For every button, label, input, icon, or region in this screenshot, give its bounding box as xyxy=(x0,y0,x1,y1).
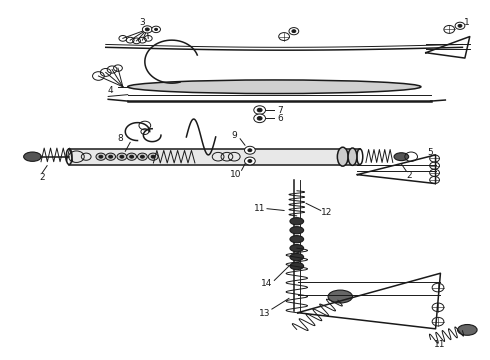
Text: 11: 11 xyxy=(254,204,266,213)
Circle shape xyxy=(138,153,147,160)
Circle shape xyxy=(143,26,152,33)
Text: 9: 9 xyxy=(231,131,237,140)
Ellipse shape xyxy=(328,290,352,303)
Circle shape xyxy=(245,146,255,154)
Circle shape xyxy=(148,153,158,160)
Ellipse shape xyxy=(337,147,348,166)
Circle shape xyxy=(141,155,145,158)
Circle shape xyxy=(99,155,103,158)
Circle shape xyxy=(152,26,160,33)
Circle shape xyxy=(106,153,116,160)
Circle shape xyxy=(109,155,113,158)
Circle shape xyxy=(146,28,149,31)
Ellipse shape xyxy=(290,253,304,261)
Ellipse shape xyxy=(290,218,304,225)
Text: 7: 7 xyxy=(277,105,283,114)
Text: 8: 8 xyxy=(118,134,123,143)
Circle shape xyxy=(254,106,266,114)
Circle shape xyxy=(151,155,155,158)
Circle shape xyxy=(130,155,134,158)
Ellipse shape xyxy=(394,153,409,161)
Text: 6: 6 xyxy=(277,114,283,123)
Circle shape xyxy=(245,157,255,165)
Circle shape xyxy=(117,153,127,160)
Ellipse shape xyxy=(458,324,477,335)
Ellipse shape xyxy=(348,148,357,165)
Text: 1: 1 xyxy=(465,18,470,27)
Ellipse shape xyxy=(290,226,304,234)
Circle shape xyxy=(257,108,262,112)
Text: 2: 2 xyxy=(406,171,412,180)
Ellipse shape xyxy=(290,235,304,243)
Circle shape xyxy=(292,30,296,33)
Ellipse shape xyxy=(290,244,304,252)
Circle shape xyxy=(254,114,266,123)
Text: 11: 11 xyxy=(434,341,445,350)
Ellipse shape xyxy=(290,262,304,270)
FancyBboxPatch shape xyxy=(69,149,360,165)
Circle shape xyxy=(155,28,158,31)
Circle shape xyxy=(289,28,299,35)
Circle shape xyxy=(455,22,465,30)
Text: 10: 10 xyxy=(229,170,241,179)
Circle shape xyxy=(120,155,124,158)
Circle shape xyxy=(248,149,252,152)
Circle shape xyxy=(257,117,262,120)
Ellipse shape xyxy=(24,152,41,161)
Text: 4: 4 xyxy=(108,86,114,95)
Circle shape xyxy=(127,153,137,160)
Circle shape xyxy=(96,153,106,160)
Text: 2: 2 xyxy=(39,173,45,182)
Circle shape xyxy=(248,159,252,162)
Text: 12: 12 xyxy=(321,208,333,217)
Text: 14: 14 xyxy=(261,279,272,288)
Text: 3: 3 xyxy=(140,18,145,27)
Ellipse shape xyxy=(128,80,421,94)
Text: 13: 13 xyxy=(259,309,270,318)
Circle shape xyxy=(458,24,462,27)
Text: 5: 5 xyxy=(427,148,433,157)
